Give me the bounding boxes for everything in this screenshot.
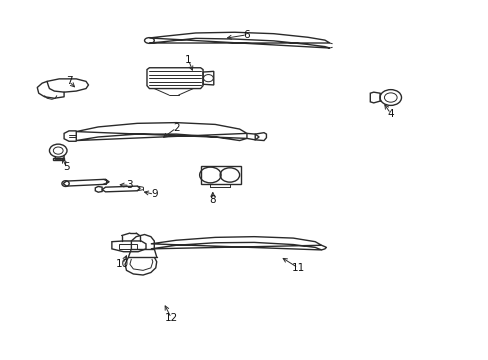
Text: 7: 7 <box>65 76 72 86</box>
Text: 12: 12 <box>164 313 178 323</box>
Text: 8: 8 <box>209 195 216 205</box>
Text: 4: 4 <box>386 109 393 119</box>
Text: 10: 10 <box>116 259 129 269</box>
Text: 9: 9 <box>151 189 157 199</box>
Text: 3: 3 <box>126 180 133 190</box>
Text: 5: 5 <box>63 162 70 172</box>
Text: 2: 2 <box>173 123 179 133</box>
Text: 6: 6 <box>243 30 250 40</box>
Text: 11: 11 <box>291 263 304 273</box>
Text: 1: 1 <box>185 55 191 65</box>
